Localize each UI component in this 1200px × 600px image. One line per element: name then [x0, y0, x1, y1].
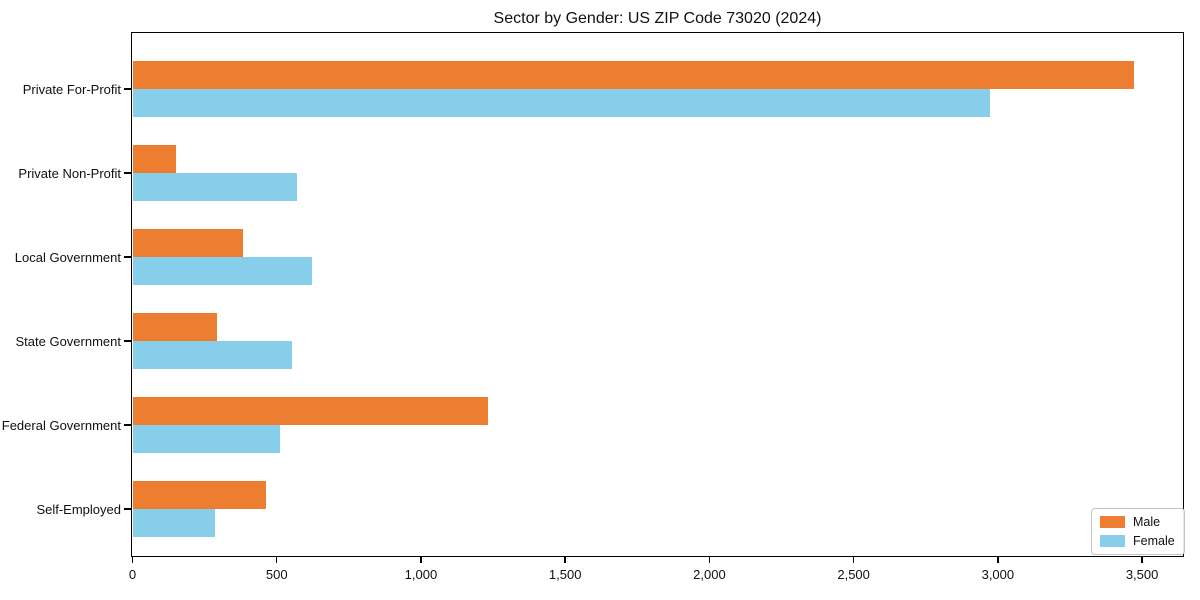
- bar-female-local-government: [132, 257, 312, 285]
- x-tick-1000: [420, 556, 422, 563]
- bar-male-local-government: [132, 229, 243, 257]
- y-tick-local-government: [124, 256, 131, 258]
- x-tick-label-3000: 3,000: [981, 567, 1015, 582]
- x-tick-label-2500: 2,500: [837, 567, 870, 582]
- y-tick-private-non-profit: [124, 172, 131, 174]
- y-tick-label-federal-government: Federal Government: [1, 417, 121, 433]
- y-tick-state-government: [124, 340, 131, 342]
- y-tick-federal-government: [124, 424, 131, 426]
- y-tick-private-for-profit: [124, 88, 131, 90]
- bar-male-self-employed: [132, 481, 266, 509]
- x-tick-label-3500: 3,500: [1125, 567, 1159, 582]
- bar-female-self-employed: [132, 509, 215, 537]
- bar-male-private-non-profit: [132, 145, 176, 173]
- x-tick-label-2000: 2,000: [693, 567, 726, 582]
- legend: Male Female: [1091, 508, 1185, 555]
- bar-female-state-government: [132, 341, 292, 369]
- plot-area: [131, 32, 1184, 557]
- bar-male-private-for-profit: [132, 61, 1134, 89]
- y-tick-self-employed: [124, 508, 131, 510]
- legend-entry-male: Male: [1100, 515, 1175, 529]
- y-tick-label-private-non-profit: Private Non-Profit: [18, 165, 121, 181]
- y-tick-label-private-for-profit: Private For-Profit: [22, 81, 121, 97]
- chart-title: Sector by Gender: US ZIP Code 73020 (202…: [493, 10, 822, 27]
- x-tick-2500: [852, 556, 855, 563]
- legend-label-male: Male: [1133, 515, 1161, 529]
- x-tick-label-500: 500: [265, 567, 288, 582]
- x-tick-1500: [564, 556, 566, 563]
- bar-male-state-government: [132, 313, 217, 341]
- x-tick-3000: [997, 556, 999, 563]
- y-tick-label-state-government: State Government: [15, 333, 122, 349]
- x-tick-label-1000: 1,000: [404, 567, 438, 582]
- x-tick-0: [131, 556, 134, 563]
- legend-entry-female: Female: [1100, 534, 1175, 548]
- legend-label-female: Female: [1133, 534, 1175, 548]
- x-tick-label-1500: 1,500: [548, 567, 582, 582]
- bar-female-private-for-profit: [132, 89, 990, 117]
- bar-female-private-non-profit: [132, 173, 297, 201]
- y-tick-label-local-government: Local Government: [14, 249, 121, 265]
- legend-swatch-male-icon: [1100, 516, 1125, 528]
- x-tick-2000: [708, 556, 711, 563]
- y-tick-label-self-employed: Self-Employed: [36, 501, 121, 517]
- x-tick-3500: [1141, 556, 1143, 563]
- bar-female-federal-government: [132, 425, 280, 453]
- x-tick-label-0: 0: [128, 567, 137, 582]
- legend-swatch-female-icon: [1100, 535, 1125, 547]
- bar-male-federal-government: [132, 397, 488, 425]
- x-tick-500: [275, 556, 278, 563]
